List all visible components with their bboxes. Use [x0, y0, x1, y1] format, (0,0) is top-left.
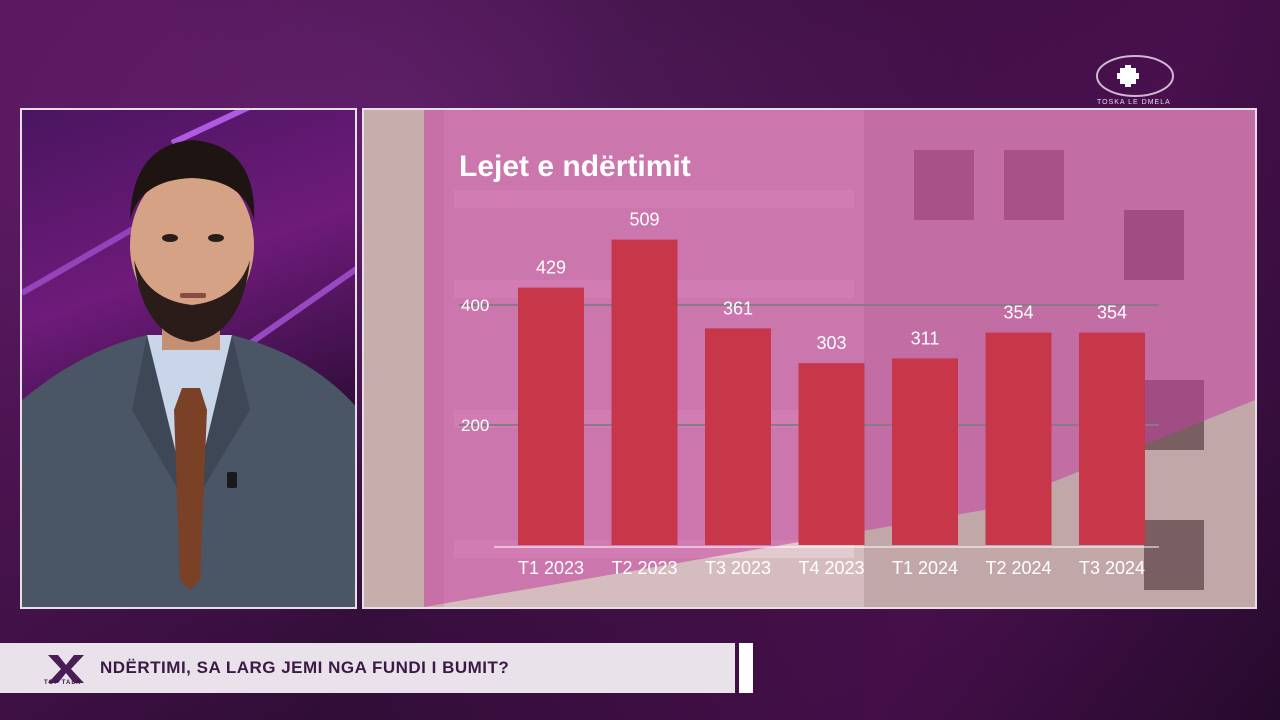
bar-chart: 200 400 429 509 361 303 311 354 354 T1 2023 T2 2…	[364, 110, 1255, 607]
channel-logo-graphic	[1096, 55, 1174, 97]
bar	[518, 287, 584, 545]
category-label: T4 2023	[798, 558, 864, 578]
presenter-video-panel	[20, 108, 357, 609]
channel-logo	[1090, 50, 1180, 106]
top-talk-logo: TOP TALK	[0, 643, 90, 693]
channel-logo-caption: TOSKA LE DMELA	[1097, 99, 1171, 106]
bar	[985, 332, 1052, 545]
category-label: T3 2024	[1079, 558, 1145, 578]
top-talk-logo-caption: TOP TALK	[44, 680, 82, 686]
bar	[705, 328, 771, 545]
bar-value-label: 354	[1003, 303, 1033, 323]
bar-value-label: 361	[723, 298, 753, 318]
category-label: T1 2024	[892, 558, 958, 578]
bar-value-label: 303	[816, 333, 846, 353]
top-talk-logo-icon	[48, 655, 84, 683]
bar	[892, 358, 958, 545]
ticker-accent-bar	[739, 643, 753, 693]
category-label: T3 2023	[705, 558, 771, 578]
bar-value-label: 354	[1097, 303, 1127, 323]
y-axis-ticks: 200 400	[461, 296, 489, 435]
headline-text: NDËRTIMI, SA LARG JEMI NGA FUNDI I BUMIT…	[100, 658, 510, 677]
chart-title: Lejet e ndërtimit	[459, 150, 691, 183]
category-label: T1 2023	[518, 558, 584, 578]
chart-panel: 200 400 429 509 361 303 311 354 354 T1 2023 T2 2…	[362, 108, 1257, 609]
presenter-figure	[22, 140, 355, 607]
bar-value-label: 429	[536, 258, 566, 278]
bars	[518, 239, 1145, 545]
bar-value-label: 509	[629, 210, 659, 230]
y-tick-label: 200	[461, 416, 489, 435]
category-label: T2 2024	[985, 558, 1051, 578]
bar	[798, 363, 865, 545]
bar	[1079, 332, 1145, 545]
y-tick-label: 400	[461, 296, 489, 315]
category-labels: T1 2023 T2 2023 T3 2023 T4 2023 T1 2024 T2 20…	[518, 558, 1145, 578]
bar	[611, 239, 678, 545]
lower-third-ticker: TOP TALK NDËRTIMI, SA LARG JEMI NGA FUND…	[0, 643, 735, 693]
bar-value-label: 311	[911, 328, 940, 348]
bar-value-labels: 429 509 361 303 311 354 354	[536, 210, 1127, 354]
category-label: T2 2023	[611, 558, 677, 578]
